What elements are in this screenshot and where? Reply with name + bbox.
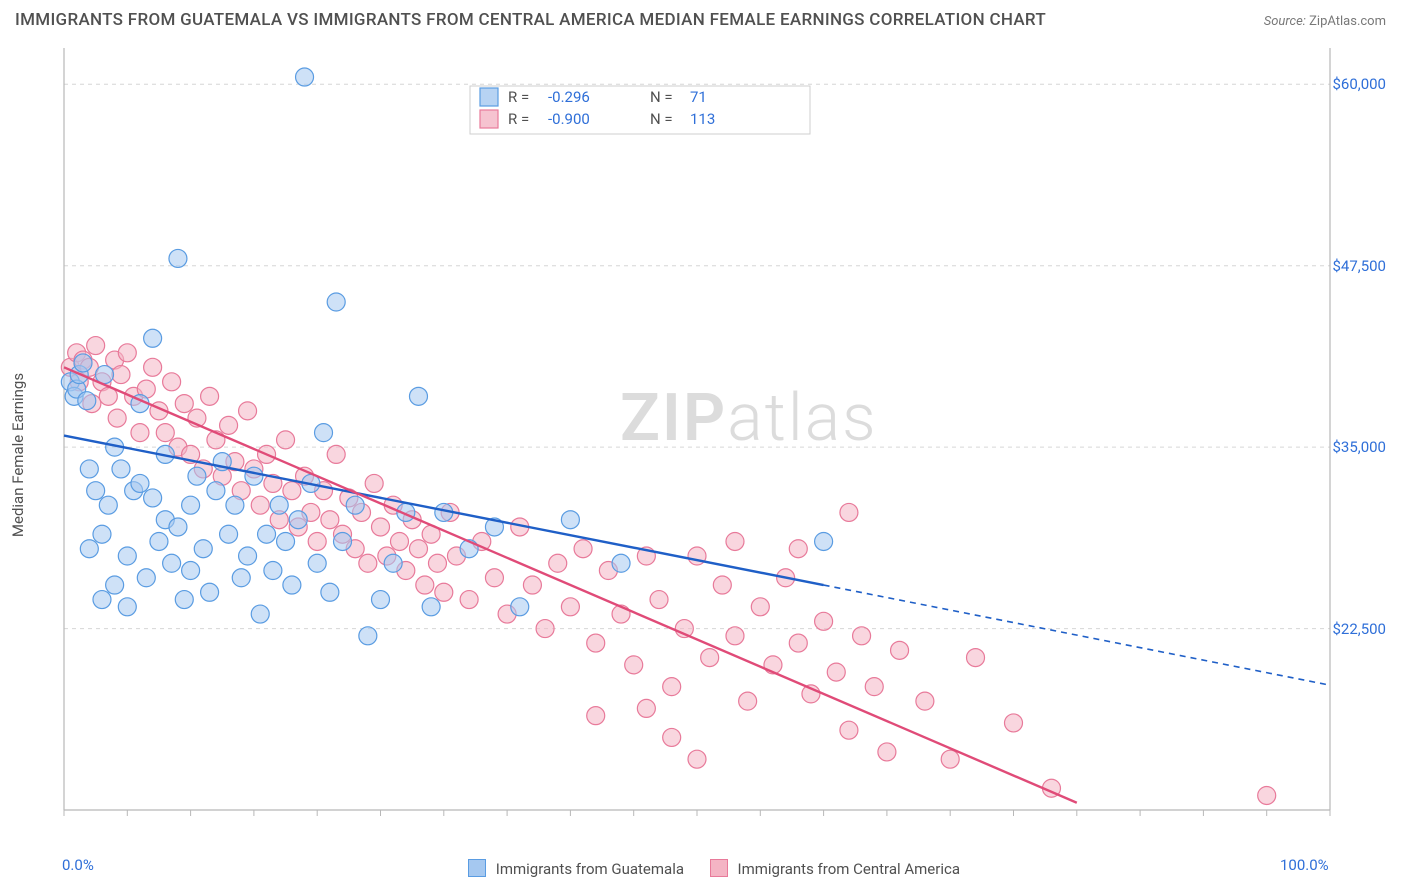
- source-value: ZipAtlas.com: [1309, 14, 1386, 29]
- y-tick-22500: $22,500: [1332, 620, 1386, 638]
- y-tick-47500: $47,500: [1332, 257, 1386, 275]
- y-tick-60000: $60,000: [1332, 75, 1386, 93]
- svg-text:-0.296: -0.296: [548, 88, 590, 106]
- source-credit: Source: ZipAtlas.com: [1264, 14, 1386, 29]
- chart-title: IMMIGRANTS FROM GUATEMALA VS IMMIGRANTS …: [15, 10, 1046, 30]
- svg-text:71: 71: [690, 88, 707, 106]
- svg-text:N =: N =: [650, 88, 673, 106]
- svg-text:113: 113: [690, 110, 715, 128]
- y-axis-label: Median Female Earnings: [9, 373, 27, 537]
- scatter-plot: R = -0.296 N = 71 R = -0.900 N = 113: [60, 40, 1340, 820]
- y-tick-35000: $35,000: [1332, 438, 1386, 456]
- legend-label-guatemala: Immigrants from Guatemala: [496, 860, 684, 878]
- svg-text:R =: R =: [508, 88, 529, 106]
- legend-swatch-guatemala: [468, 859, 486, 877]
- svg-text:R =: R =: [508, 110, 529, 128]
- x-tick-0: 0.0%: [62, 856, 94, 874]
- chart-area: R = -0.296 N = 71 R = -0.900 N = 113: [60, 40, 1340, 820]
- legend-label-central-america: Immigrants from Central America: [737, 860, 960, 878]
- x-tick-100: 100.0%: [1280, 856, 1329, 874]
- bottom-legend: Immigrants from Guatemala Immigrants fro…: [0, 859, 1406, 878]
- svg-text:N =: N =: [650, 110, 673, 128]
- svg-text:-0.900: -0.900: [548, 110, 590, 128]
- source-label: Source:: [1264, 14, 1306, 29]
- legend-swatch-central-america: [710, 859, 728, 877]
